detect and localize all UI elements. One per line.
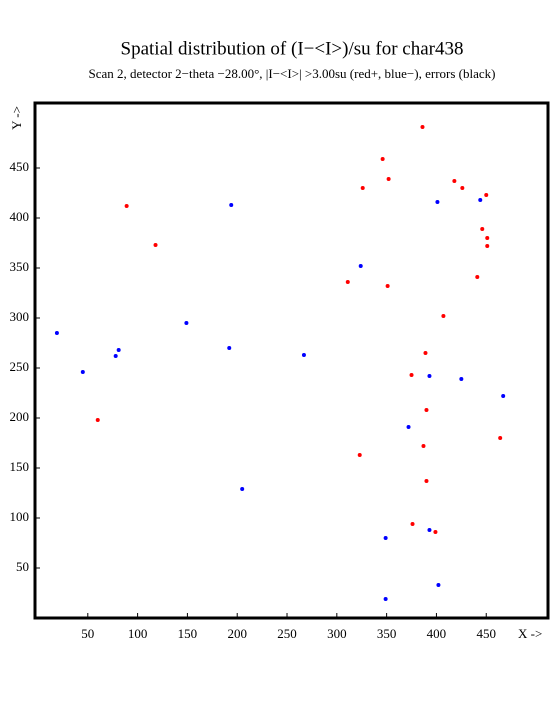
point <box>460 186 465 190</box>
point <box>427 374 432 378</box>
point <box>95 418 100 422</box>
point <box>410 522 415 526</box>
chart-title: Spatial distribution of (I−<I>)/su for c… <box>121 38 464 59</box>
point <box>424 479 429 483</box>
chart-subtitle: Scan 2, detector 2−theta −28.00°, |I−<I>… <box>89 66 496 81</box>
point <box>385 284 390 288</box>
y-tick-label: 450 <box>10 159 30 174</box>
point <box>345 280 350 284</box>
y-tick-label: 100 <box>10 509 30 524</box>
point <box>459 377 464 381</box>
y-tick-label: 200 <box>10 409 30 424</box>
y-tick-label: 400 <box>10 209 30 224</box>
point <box>498 436 503 440</box>
point <box>421 444 426 448</box>
point <box>240 487 245 491</box>
x-tick-label: 400 <box>427 626 447 641</box>
x-tick-label: 450 <box>476 626 496 641</box>
x-tick-label: 50 <box>81 626 94 641</box>
point <box>301 353 306 357</box>
y-tick-label: 300 <box>10 309 30 324</box>
point <box>124 204 129 208</box>
point <box>475 275 480 279</box>
y-tick-label: 350 <box>10 259 30 274</box>
point <box>386 177 391 181</box>
point <box>441 314 446 318</box>
point <box>423 351 428 355</box>
point <box>501 394 506 398</box>
point <box>360 186 365 190</box>
x-tick-label: 150 <box>178 626 198 641</box>
point <box>229 203 234 207</box>
point <box>80 370 85 374</box>
x-tick-label: 350 <box>377 626 397 641</box>
point <box>116 348 121 352</box>
point <box>480 227 485 231</box>
point <box>436 583 441 587</box>
point <box>113 354 118 358</box>
point <box>227 346 232 350</box>
x-tick-label: 250 <box>277 626 297 641</box>
point <box>420 125 425 129</box>
x-tick-label: 100 <box>128 626 148 641</box>
y-tick-label: 150 <box>10 459 30 474</box>
point <box>357 453 362 457</box>
point <box>54 331 59 335</box>
point <box>383 597 388 601</box>
x-axis-label: X -> <box>518 626 542 641</box>
point <box>383 536 388 540</box>
point <box>433 530 438 534</box>
point <box>358 264 363 268</box>
point <box>452 179 457 183</box>
point <box>485 236 490 240</box>
point <box>485 244 490 248</box>
point <box>424 408 429 412</box>
y-tick-label: 50 <box>16 559 29 574</box>
y-axis-label: Y -> <box>9 106 24 130</box>
point <box>409 373 414 377</box>
point <box>478 198 483 202</box>
point <box>427 528 432 532</box>
x-tick-label: 300 <box>327 626 347 641</box>
point <box>406 425 411 429</box>
point <box>184 321 189 325</box>
point <box>380 157 385 161</box>
point <box>435 200 440 204</box>
point <box>153 243 158 247</box>
plot-frame <box>33 101 550 620</box>
point <box>484 193 489 197</box>
x-tick-label: 200 <box>227 626 247 641</box>
y-tick-label: 250 <box>10 359 30 374</box>
